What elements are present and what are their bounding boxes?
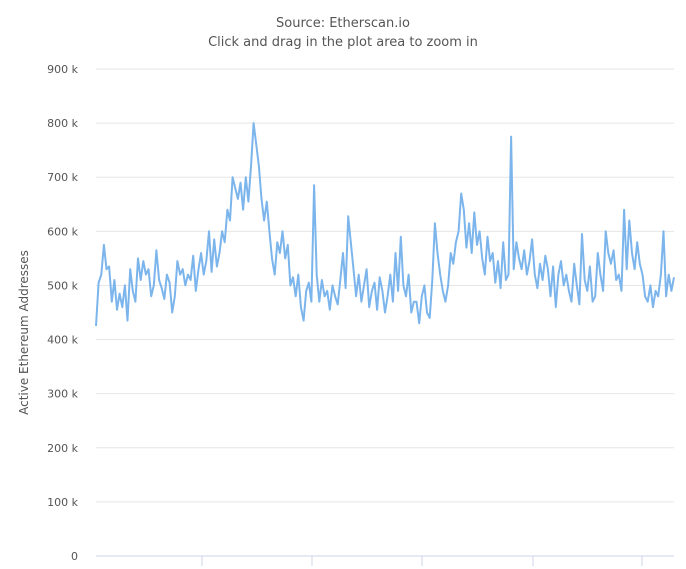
y-tick-label: 700 k xyxy=(47,171,78,184)
x-axis xyxy=(201,556,643,566)
y-tick-label: 400 k xyxy=(47,334,78,347)
y-axis-tick-labels: 0 100 k 200 k 300 k 400 k 500 k 600 k 700 k 800 … xyxy=(47,63,78,563)
y-tick-label: 300 k xyxy=(47,388,78,401)
y-tick-label: 500 k xyxy=(47,279,78,292)
y-tick-label: 900 k xyxy=(47,63,78,76)
chart-subtitle-zoom-hint: Click and drag in the plot area to zoom … xyxy=(208,35,478,50)
grid-lines xyxy=(96,68,674,557)
y-tick-label: 800 k xyxy=(47,117,78,130)
y-tick-label: 200 k xyxy=(47,442,78,455)
y-tick-label: 0 xyxy=(71,550,78,563)
y-tick-label: 600 k xyxy=(47,225,78,238)
y-axis-title: Active Ethereum Addresses xyxy=(17,250,31,415)
y-tick-label: 100 k xyxy=(47,496,78,509)
series-line-active-addresses[interactable] xyxy=(95,122,675,327)
chart-subtitle-source: Source: Etherscan.io xyxy=(276,16,410,31)
